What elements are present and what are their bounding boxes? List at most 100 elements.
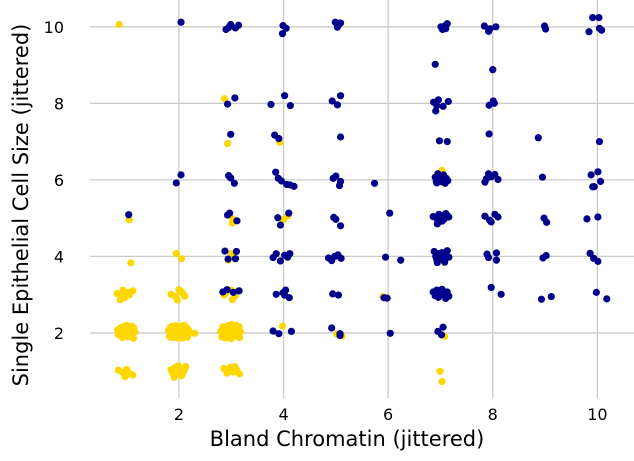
scatter-point-series-2 <box>336 332 344 340</box>
scatter-point-series-2 <box>482 175 491 183</box>
scatter-point-series-2 <box>442 25 450 33</box>
scatter-point-series-2 <box>229 288 237 296</box>
scatter-point-series-2 <box>431 60 439 68</box>
scatter-point-series-2 <box>269 327 277 335</box>
scatter-point-series-1 <box>127 322 135 330</box>
scatter-point-series-1 <box>170 373 178 381</box>
scatter-point-series-1 <box>223 139 232 148</box>
scatter-point-series-2 <box>333 23 342 31</box>
x-tick-label: 4 <box>278 405 288 424</box>
scatter-point-series-2 <box>337 254 345 262</box>
y-tick-label: 6 <box>54 171 64 190</box>
scatter-point-series-1 <box>172 366 180 375</box>
scatter-point-series-2 <box>435 137 444 145</box>
scatter-point-series-2 <box>441 258 449 266</box>
x-tick-label: 10 <box>587 405 607 424</box>
scatter-point-series-2 <box>274 214 282 222</box>
scatter-point-series-2 <box>443 137 451 146</box>
scatter-point-series-1 <box>131 328 139 336</box>
scatter-point-series-2 <box>275 134 283 143</box>
scatter-point-series-1 <box>181 365 189 373</box>
scatter-point-series-2 <box>438 217 446 225</box>
scatter-point-series-2 <box>223 286 231 294</box>
scatter-point-series-2 <box>227 20 235 29</box>
y-tick-label: 2 <box>54 324 64 343</box>
scatter-point-series-1 <box>234 332 242 340</box>
scatter-point-series-2 <box>432 107 440 115</box>
scatter-point-series-2 <box>494 175 502 184</box>
scatter-point-series-2 <box>277 177 286 185</box>
scatter-point-series-1 <box>125 328 133 337</box>
scatter-point-series-2 <box>125 211 133 219</box>
scatter-point-series-2 <box>594 168 602 176</box>
scatter-point-series-2 <box>221 247 229 255</box>
scatter-point-series-1 <box>278 322 287 330</box>
scatter-point-series-1 <box>172 249 180 257</box>
scatter-point-series-2 <box>235 287 243 295</box>
scatter-point-series-2 <box>439 323 447 331</box>
scatter-point-series-2 <box>494 213 502 221</box>
scatter-point-series-2 <box>586 249 594 257</box>
scatter-point-series-2 <box>595 137 604 146</box>
scatter-point-series-2 <box>436 172 445 180</box>
scatter-point-series-2 <box>492 23 500 31</box>
scatter-point-series-2 <box>233 217 241 225</box>
scatter-point-series-1 <box>121 372 129 381</box>
scatter-point-series-1 <box>173 329 181 337</box>
scatter-point-series-2 <box>223 100 232 108</box>
scatter-point-series-2 <box>332 172 340 180</box>
scatter-point-series-1 <box>129 334 138 342</box>
scatter-point-series-2 <box>433 255 441 264</box>
scatter-point-series-2 <box>333 101 342 109</box>
scatter-point-series-2 <box>595 14 603 22</box>
scatter-point-series-2 <box>437 331 446 339</box>
scatter-point-series-2 <box>226 209 234 217</box>
x-axis-label: Bland Chromatin (jittered) <box>210 427 485 451</box>
scatter-point-series-2 <box>492 256 501 264</box>
scatter-point-series-1 <box>167 333 175 342</box>
scatter-point-series-2 <box>177 18 185 26</box>
scatter-point-series-2 <box>267 100 275 109</box>
scatter-point-series-2 <box>336 133 345 141</box>
y-tick-label: 8 <box>54 94 64 113</box>
scatter-point-series-1 <box>228 296 236 304</box>
data-points <box>113 14 611 386</box>
x-tick-labels: 2 4 6 8 10 <box>174 405 608 424</box>
scatter-point-series-1 <box>235 323 243 331</box>
scatter-point-series-2 <box>286 102 294 110</box>
scatter-point-series-2 <box>282 24 290 32</box>
scatter-point-series-2 <box>442 209 450 218</box>
scatter-point-series-1 <box>179 289 187 298</box>
scatter-point-series-1 <box>219 333 227 341</box>
scatter-point-series-2 <box>589 14 597 22</box>
scatter-point-series-1 <box>230 327 238 335</box>
scatter-point-series-2 <box>597 26 606 34</box>
scatter-point-series-1 <box>114 326 122 334</box>
scatter-point-series-2 <box>538 173 547 181</box>
scatter-point-series-2 <box>276 257 284 265</box>
scatter-point-series-2 <box>383 294 391 302</box>
scatter-point-series-2 <box>542 252 550 260</box>
scatter-point-series-1 <box>116 296 124 304</box>
scatter-point-series-2 <box>231 94 239 102</box>
scatter-point-series-2 <box>397 256 405 264</box>
scatter-point-series-2 <box>587 171 595 179</box>
y-tick-label: 10 <box>44 18 64 37</box>
scatter-point-series-2 <box>280 291 289 299</box>
y-axis-label: Single Epithelial Cell Size (jittered) <box>9 24 33 387</box>
scatter-point-series-2 <box>230 179 238 187</box>
scatter-point-series-2 <box>335 182 344 190</box>
scatter-point-series-2 <box>227 130 235 138</box>
scatter-point-series-1 <box>129 371 137 379</box>
scatter-point-series-2 <box>332 215 340 223</box>
scatter-point-series-1 <box>127 259 135 267</box>
scatter-point-series-2 <box>280 251 289 259</box>
scatter-point-series-2 <box>272 168 280 176</box>
scatter-point-series-2 <box>497 290 505 298</box>
scatter-point-series-2 <box>441 179 449 187</box>
scatter-point-series-2 <box>227 174 235 182</box>
x-tick-label: 2 <box>174 405 184 424</box>
scatter-point-series-2 <box>542 25 550 33</box>
scatter-point-series-2 <box>487 218 495 226</box>
